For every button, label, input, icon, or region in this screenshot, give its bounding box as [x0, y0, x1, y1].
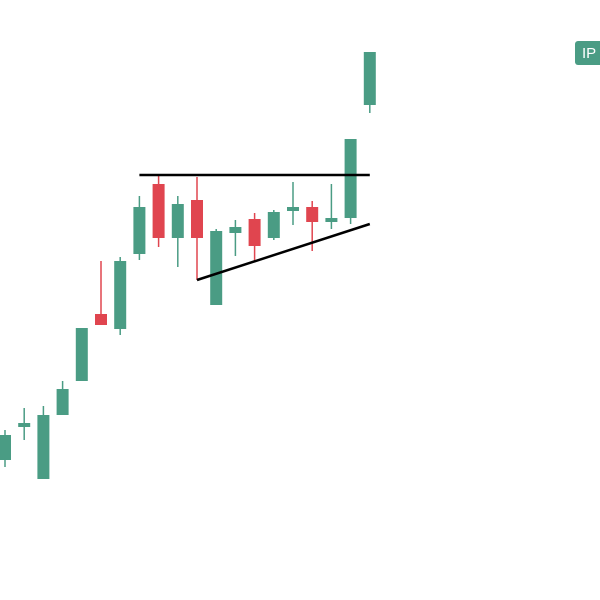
- candle-body: [248, 219, 261, 246]
- candle-body: [18, 423, 31, 427]
- candle-body: [75, 328, 88, 381]
- candle-body: [114, 261, 127, 329]
- candle-body: [306, 207, 319, 222]
- candle-body: [210, 231, 223, 305]
- candle-body: [0, 435, 11, 460]
- candle-body: [363, 52, 376, 105]
- badge-background: [575, 41, 600, 65]
- candle-body: [287, 207, 299, 211]
- candle-body: [191, 200, 203, 238]
- candle-body: [344, 139, 357, 218]
- candle-body: [133, 207, 146, 254]
- trend-line: [196, 222, 371, 282]
- candle-body: [56, 389, 69, 415]
- candle-body: [325, 218, 338, 222]
- badge: IP: [575, 41, 600, 65]
- candle-body: [171, 204, 184, 238]
- candle-body: [267, 212, 280, 238]
- candle-body: [229, 227, 242, 233]
- candle-body: [37, 415, 50, 479]
- badge-label: IP: [582, 45, 596, 62]
- candle-body: [95, 314, 107, 325]
- candle-body: [152, 184, 165, 238]
